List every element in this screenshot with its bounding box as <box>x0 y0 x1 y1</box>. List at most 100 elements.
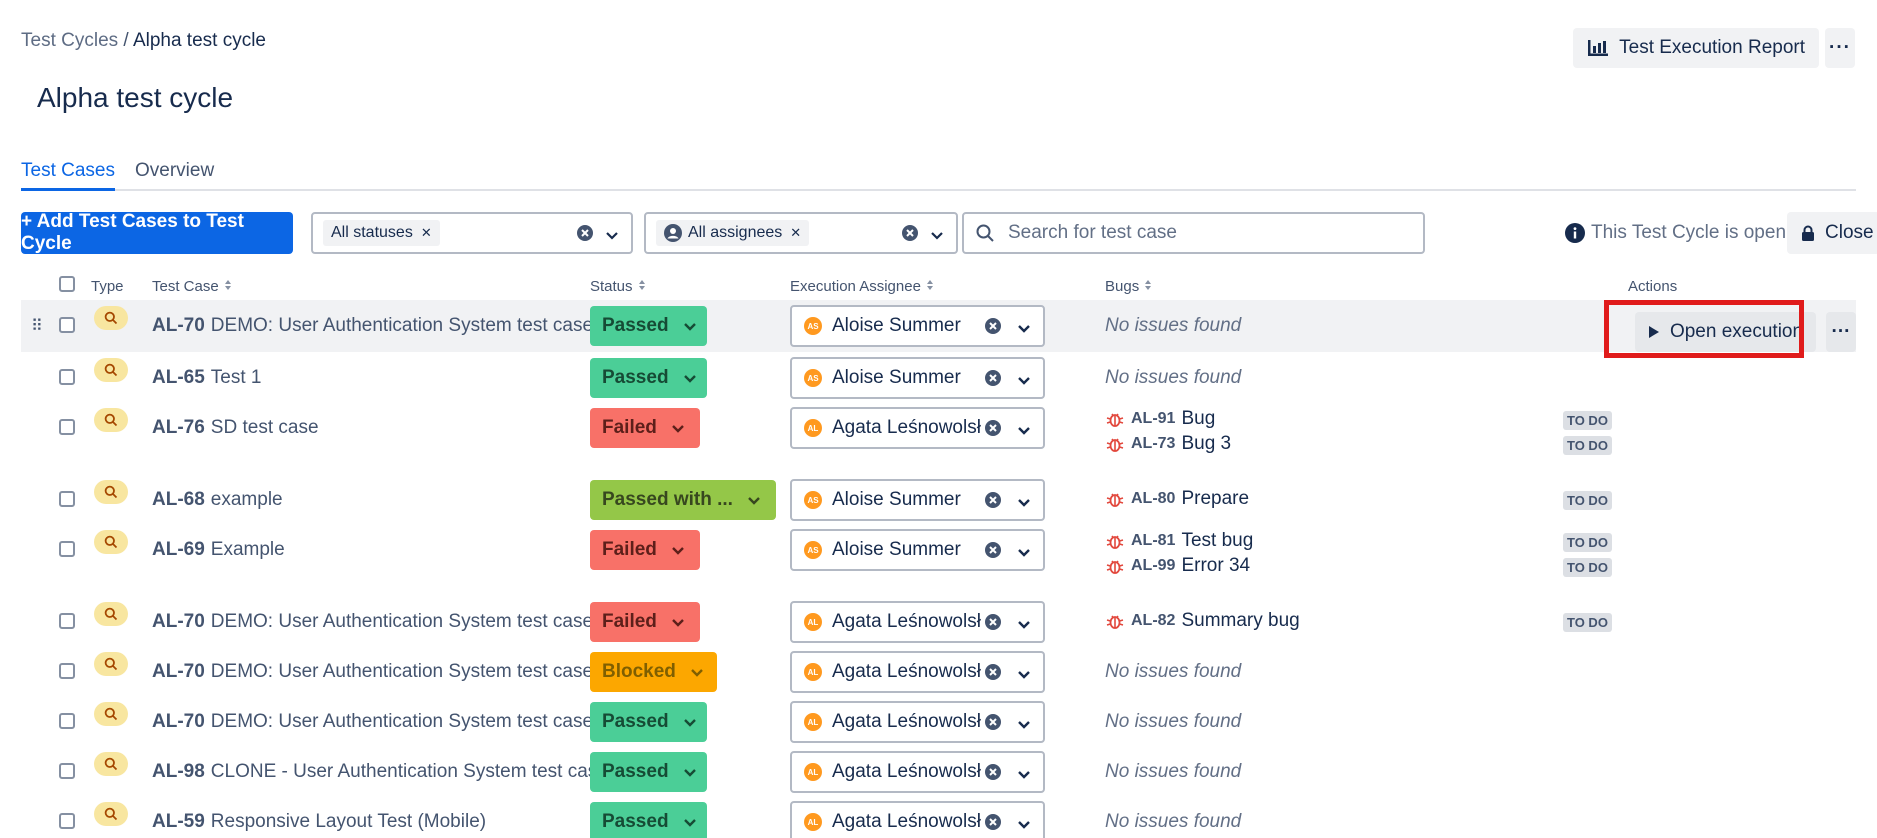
status-dropdown[interactable]: Failed <box>590 530 700 570</box>
test-case-link[interactable]: AL-70 DEMO: User Authentication System te… <box>152 611 593 633</box>
bug-link[interactable]: AL-81 Test bug <box>1105 530 1253 552</box>
bug-title: Summary bug <box>1181 610 1300 631</box>
assignee-name: Agata Leśnowolsł <box>832 761 981 782</box>
chevron-down-icon[interactable] <box>930 226 944 248</box>
status-dropdown[interactable]: Passed <box>590 358 707 398</box>
row-checkbox[interactable] <box>59 317 75 333</box>
test-case-link[interactable]: AL-70 DEMO: User Authentication System te… <box>152 315 593 337</box>
test-case-name: example <box>210 489 283 510</box>
assignee-name: Agata Leśnowolsł <box>832 611 981 632</box>
chevron-down-icon[interactable] <box>1017 665 1031 687</box>
breadcrumb-test-cycles-link[interactable]: Test Cycles <box>21 30 119 51</box>
row-checkbox[interactable] <box>59 813 75 829</box>
test-case-link[interactable]: AL-76 SD test case <box>152 417 319 439</box>
chevron-down-icon[interactable] <box>1017 715 1031 737</box>
assignee-select[interactable]: AL Agata Leśnowolsł <box>790 701 1045 743</box>
clear-icon[interactable] <box>902 225 918 247</box>
more-actions-button[interactable]: ··· <box>1825 28 1855 68</box>
row-checkbox[interactable] <box>59 613 75 629</box>
chevron-down-icon[interactable] <box>1017 371 1031 393</box>
close-cycle-button[interactable]: Close <box>1787 212 1877 254</box>
test-case-link[interactable]: AL-65 Test 1 <box>152 367 262 389</box>
assignee-select[interactable]: AS Aloise Summer <box>790 529 1045 571</box>
assignee-select[interactable]: AL Agata Leśnowolsł <box>790 601 1045 643</box>
status-dropdown[interactable]: Failed <box>590 602 700 642</box>
row-checkbox[interactable] <box>59 369 75 385</box>
bug-link[interactable]: AL-80 Prepare <box>1105 488 1249 510</box>
table-row: ⠿ AL-70 DEMO: User Authentication System t… <box>21 300 1856 352</box>
status-dropdown[interactable]: Passed <box>590 702 707 742</box>
status-dropdown[interactable]: Blocked <box>590 652 717 692</box>
chevron-down-icon[interactable] <box>1017 765 1031 787</box>
chevron-down-icon[interactable] <box>1017 543 1031 565</box>
clear-icon[interactable] <box>985 492 1001 514</box>
status-dropdown[interactable]: Passed <box>590 752 707 792</box>
status-dropdown[interactable]: Failed <box>590 408 700 448</box>
clear-icon[interactable] <box>985 318 1001 340</box>
row-checkbox[interactable] <box>59 713 75 729</box>
column-bugs[interactable]: Bugs <box>1105 278 1152 295</box>
row-checkbox[interactable] <box>59 541 75 557</box>
test-case-link[interactable]: AL-59 Responsive Layout Test (Mobile) <box>152 811 486 833</box>
search-input[interactable] <box>1008 222 1388 244</box>
assignee-filter[interactable]: All assignees ✕ <box>644 212 958 254</box>
clear-icon[interactable] <box>985 664 1001 686</box>
assignee-select[interactable]: AS Aloise Summer <box>790 357 1045 399</box>
test-execution-report-button[interactable]: Test Execution Report <box>1573 28 1819 68</box>
assignee-select[interactable]: AL Agata Leśnowolsł <box>790 407 1045 449</box>
status-dropdown[interactable]: Passed with ... <box>590 480 776 520</box>
bug-link[interactable]: AL-73 Bug 3 <box>1105 433 1231 455</box>
tab-overview[interactable]: Overview <box>134 160 215 181</box>
tab-bar: Test Cases Overview <box>21 160 1856 191</box>
assignee-select[interactable]: AL Agata Leśnowolsł <box>790 751 1045 793</box>
assignee-select[interactable]: AL Agata Leśnowolsł <box>790 651 1045 693</box>
row-checkbox[interactable] <box>59 763 75 779</box>
select-all-checkbox[interactable] <box>59 276 75 292</box>
clear-icon[interactable] <box>985 814 1001 836</box>
test-case-link[interactable]: AL-68 example <box>152 489 283 511</box>
chevron-down-icon[interactable] <box>1017 615 1031 637</box>
row-checkbox[interactable] <box>59 663 75 679</box>
assignee-select[interactable]: AL Agata Leśnowolsł <box>790 801 1045 838</box>
test-case-key: AL-76 <box>152 417 205 438</box>
status-dropdown[interactable]: Passed <box>590 802 707 838</box>
bug-icon <box>1105 489 1125 509</box>
status-filter[interactable]: All statuses ✕ <box>311 212 633 254</box>
status-dropdown[interactable]: Passed <box>590 306 707 346</box>
clear-icon[interactable] <box>985 420 1001 442</box>
add-test-cases-button[interactable]: + Add Test Cases to Test Cycle <box>21 211 293 254</box>
test-case-type-icon <box>94 602 128 626</box>
bug-link[interactable]: AL-82 Summary bug <box>1105 610 1300 632</box>
clear-icon[interactable] <box>985 542 1001 564</box>
drag-handle-icon[interactable]: ⠿ <box>31 318 43 335</box>
remove-chip-icon[interactable]: ✕ <box>420 225 432 240</box>
chevron-down-icon[interactable] <box>1017 319 1031 341</box>
test-case-link[interactable]: AL-98 CLONE - User Authentication System … <box>152 761 608 783</box>
test-case-link[interactable]: AL-70 DEMO: User Authentication System te… <box>152 711 593 733</box>
chevron-down-icon[interactable] <box>605 226 619 248</box>
bug-link[interactable]: AL-91 Bug <box>1105 408 1215 430</box>
chevron-down-icon[interactable] <box>1017 815 1031 837</box>
row-checkbox[interactable] <box>59 491 75 507</box>
assignee-select[interactable]: AS Aloise Summer <box>790 305 1045 347</box>
clear-icon[interactable] <box>577 225 593 247</box>
clear-icon[interactable] <box>985 614 1001 636</box>
bug-link[interactable]: AL-99 Error 34 <box>1105 555 1250 577</box>
clear-icon[interactable] <box>985 370 1001 392</box>
tab-test-cases[interactable]: Test Cases <box>21 160 115 191</box>
chevron-down-icon[interactable] <box>1017 421 1031 443</box>
assignee-select[interactable]: AS Aloise Summer <box>790 479 1045 521</box>
row-more-actions-button[interactable]: ··· <box>1826 312 1856 352</box>
clear-icon[interactable] <box>985 764 1001 786</box>
column-test-case[interactable]: Test Case <box>152 278 232 295</box>
chevron-down-icon[interactable] <box>1017 493 1031 515</box>
column-execution-assignee[interactable]: Execution Assignee <box>790 278 934 295</box>
clear-icon[interactable] <box>985 714 1001 736</box>
test-case-link[interactable]: AL-69 Example <box>152 539 285 561</box>
row-checkbox[interactable] <box>59 419 75 435</box>
remove-chip-icon[interactable]: ✕ <box>790 225 802 240</box>
bug-icon <box>1105 556 1125 576</box>
column-status[interactable]: Status <box>590 278 646 295</box>
test-case-link[interactable]: AL-70 DEMO: User Authentication System te… <box>152 661 593 683</box>
open-execution-button[interactable]: Open execution <box>1635 312 1816 352</box>
